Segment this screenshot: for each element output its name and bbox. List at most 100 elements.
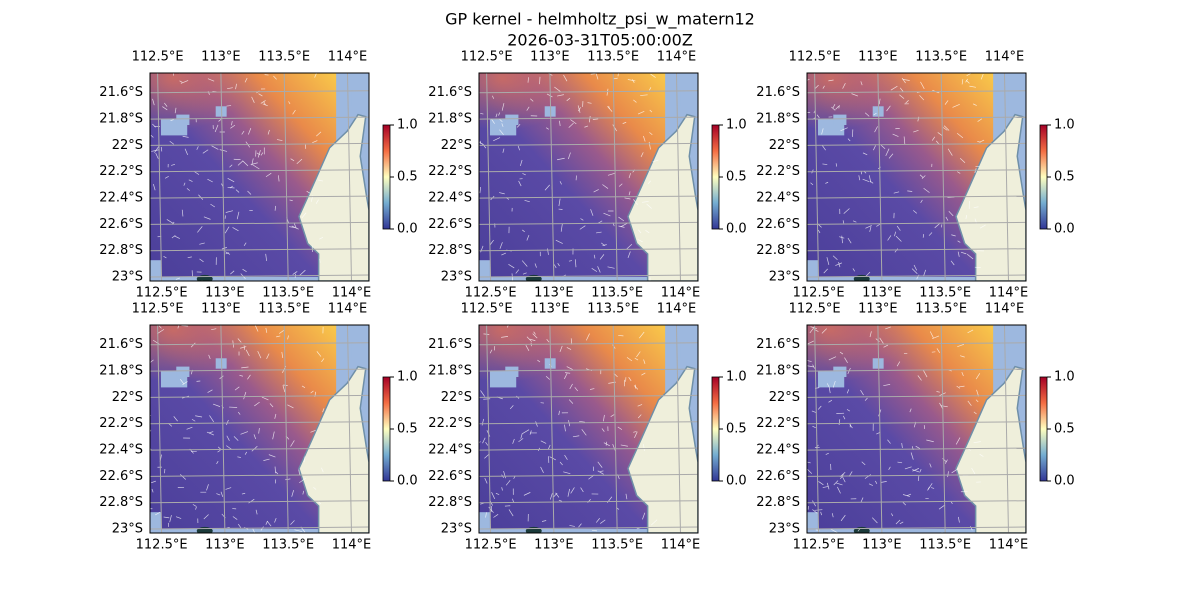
flow-vector (150, 134, 154, 138)
flow-vector (197, 226, 203, 233)
lon-grid-line (814, 73, 820, 281)
colorbar-tick-label: 0.5 (397, 422, 418, 437)
lat-tick-label: 23°S (441, 522, 472, 537)
flow-vector (923, 187, 930, 193)
flow-vector (860, 81, 863, 86)
lat-grid-line (807, 394, 1026, 398)
lat-grid-line (479, 342, 698, 346)
lat-tick-label: 22.4°S (756, 443, 800, 458)
flow-vector (826, 482, 830, 490)
flow-vector (512, 438, 515, 444)
flow-vector (591, 529, 598, 532)
lat-tick-label: 22°S (441, 138, 472, 153)
flow-vector (821, 144, 826, 151)
flow-vector (480, 112, 484, 115)
flow-vector (265, 327, 268, 333)
flow-vector (212, 403, 221, 407)
flow-vector (975, 399, 979, 403)
flow-vector (603, 442, 610, 447)
lat-grid-line (150, 90, 369, 94)
flow-vector (559, 120, 561, 126)
map-area (150, 325, 369, 533)
lon-tick-label: 112.5°E (136, 286, 188, 301)
flow-vector (977, 118, 983, 122)
flow-vector (899, 94, 905, 99)
flow-vector (643, 359, 646, 364)
lat-tick-label: 21.6°S (428, 337, 472, 352)
lat-tick-label: 22.2°S (99, 416, 143, 431)
lat-tick-label: 22°S (769, 138, 800, 153)
flow-vector (858, 175, 861, 181)
flow-vector (216, 460, 219, 465)
flow-vector (230, 124, 236, 129)
flow-vector (239, 374, 244, 377)
flow-vector (869, 226, 872, 232)
flow-vector (558, 499, 562, 502)
masked-cell (176, 366, 190, 377)
flow-vector (559, 461, 563, 466)
flow-vector (292, 271, 298, 275)
flow-vector (973, 411, 977, 415)
flow-vector (917, 475, 920, 481)
lon-tick-label: 113.5°E (262, 538, 314, 553)
flow-vector (191, 418, 196, 422)
flow-vector (919, 174, 924, 178)
flow-vector (296, 158, 303, 165)
flow-vector (951, 468, 959, 474)
lon-tick-label: 113°E (530, 302, 570, 317)
flow-vector (903, 136, 906, 145)
map-area (807, 325, 1026, 533)
flow-vector (957, 240, 961, 243)
flow-vector (288, 101, 291, 105)
flow-vector (302, 490, 305, 495)
flow-vector (832, 103, 836, 108)
flow-vector (559, 345, 563, 353)
flow-vector (645, 229, 650, 234)
flow-vector (209, 431, 214, 434)
flow-vector (152, 98, 155, 106)
flow-vector (601, 428, 605, 432)
flow-vector (639, 331, 645, 339)
lon-tick-label: 113.5°E (919, 538, 971, 553)
lat-grid-line (479, 142, 698, 146)
flow-vector (840, 127, 848, 132)
flow-vector (893, 191, 900, 194)
flow-vector (541, 520, 547, 522)
lon-tick-label: 114°E (657, 50, 697, 65)
flow-vector (255, 509, 258, 515)
flow-vector (275, 471, 279, 475)
flow-vector (602, 184, 609, 189)
flow-vector (967, 329, 974, 334)
flow-vector (828, 79, 834, 82)
lon-tick-label: 112.5°E (136, 538, 188, 553)
flow-vector (597, 470, 604, 475)
map-frame (806, 324, 1027, 534)
flow-vector (875, 480, 878, 484)
flow-vector (210, 203, 216, 208)
flow-vector (554, 86, 561, 92)
lat-tick-label: 22.6°S (428, 217, 472, 232)
flow-vector (155, 511, 161, 516)
flow-vector (523, 492, 531, 496)
flow-vector (574, 387, 578, 392)
flow-vector (257, 149, 261, 158)
flow-vector (860, 389, 864, 396)
figure-title: GP kernel - helmholtz_psi_w_matern12 (445, 10, 755, 30)
lon-grid-line (157, 325, 163, 533)
colorbar (1039, 124, 1048, 230)
flow-vector (265, 172, 272, 178)
flow-vector (244, 77, 248, 83)
lon-tick-label: 112.5°E (132, 50, 184, 65)
flow-vector (217, 450, 221, 453)
flow-vector (319, 258, 321, 263)
flow-vector (158, 325, 162, 329)
flow-vector (947, 148, 953, 156)
lon-grid-line (283, 73, 289, 281)
flow-vector (628, 376, 632, 382)
lat-grid-line (807, 274, 1026, 278)
flow-vector (828, 399, 833, 403)
flow-vector (177, 325, 180, 329)
lat-tick-label: 22.4°S (99, 191, 143, 206)
flow-vector (312, 140, 318, 143)
lat-tick-label: 22°S (769, 390, 800, 405)
